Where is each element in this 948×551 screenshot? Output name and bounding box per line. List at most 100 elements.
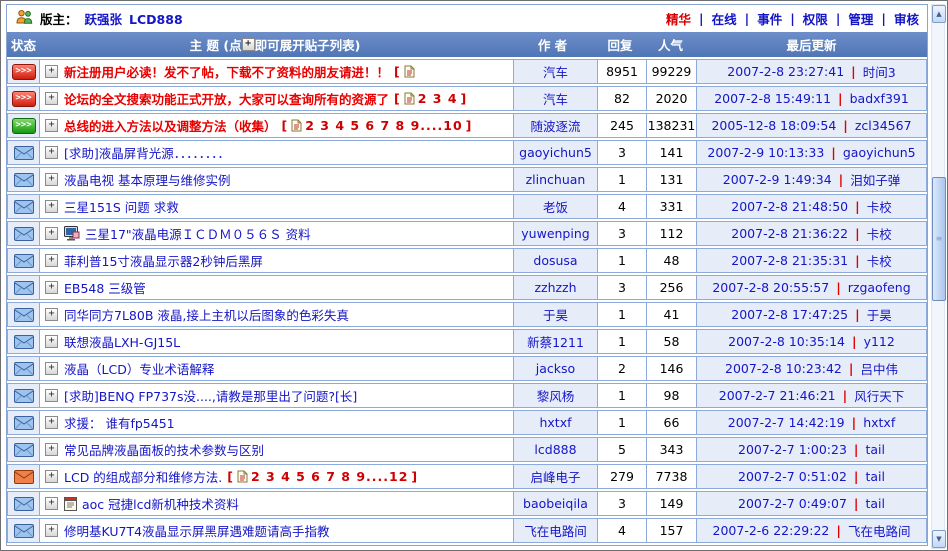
scroll-up-icon[interactable]: ▲ xyxy=(932,5,946,23)
last-updater-link[interactable]: 卡校 xyxy=(866,254,892,269)
last-update-cell: 2007-2-9 1:49:34 | 泪如子弹 xyxy=(696,167,927,192)
thread-title-link[interactable]: LCD 的组成部分和维修方法. xyxy=(64,470,223,485)
nav-link-6[interactable]: 审核 xyxy=(893,12,919,27)
table-row: >>> + 新注册用户必读！发不了帖，下载不了资料的朋友请进！！ [ 汽车 89… xyxy=(7,59,927,84)
nav-link-5[interactable]: 管理 xyxy=(848,12,874,27)
scroll-down-icon[interactable]: ▼ xyxy=(932,530,946,548)
thread-title-link[interactable]: 液晶（LCD）专业术语解释 xyxy=(64,362,215,377)
expand-toggle-icon[interactable]: + xyxy=(45,200,58,213)
author-link[interactable]: baobeiqila xyxy=(523,496,588,511)
thread-title-link[interactable]: [求助]液晶屏背光源．．．．．．．． xyxy=(64,146,231,161)
last-updater-link[interactable]: rzgaofeng xyxy=(847,280,911,295)
author-link[interactable]: hxtxf xyxy=(539,415,572,430)
author-link[interactable]: 启峰电子 xyxy=(530,470,581,485)
thread-title-link[interactable]: 同华同方7L80B 液晶,接上主机以后图象的色彩失真 xyxy=(64,308,349,323)
last-updater-link[interactable]: 泪如子弹 xyxy=(850,173,901,188)
author-link[interactable]: zzhzzh xyxy=(534,280,577,295)
thread-title-link[interactable]: 菲利普15寸液晶显示器2秒钟后黑屏 xyxy=(64,254,263,269)
last-updater-link[interactable]: tail xyxy=(865,442,885,457)
last-updater-link[interactable]: 吕中伟 xyxy=(860,362,898,377)
vertical-scrollbar[interactable]: ▲ ≡ ▼ xyxy=(931,4,946,549)
expand-toggle-icon[interactable]: + xyxy=(45,227,58,240)
thread-title-link[interactable]: 常见品牌液晶面板的技术参数与区别 xyxy=(64,443,265,458)
last-updater-link[interactable]: zcl34567 xyxy=(854,118,912,133)
view-count: 99229 xyxy=(646,59,697,84)
expand-toggle-icon[interactable]: + xyxy=(45,119,58,132)
expand-toggle-icon[interactable]: + xyxy=(45,497,58,510)
last-updater-link[interactable]: 飞在电路间 xyxy=(847,524,911,539)
last-updater-link[interactable]: 卡校 xyxy=(866,227,892,242)
author-link[interactable]: dosusa xyxy=(533,253,578,268)
attachment-icon xyxy=(64,226,80,241)
expand-toggle-icon[interactable]: + xyxy=(45,443,58,456)
nav-link-1[interactable]: 精华 xyxy=(666,12,692,27)
thread-title-link[interactable]: 新注册用户必读！发不了帖，下载不了资料的朋友请进！！ xyxy=(64,65,390,80)
author-link[interactable]: 飞在电路间 xyxy=(524,524,587,539)
author-link[interactable]: 于昊 xyxy=(542,308,568,323)
author-link[interactable]: 汽车 xyxy=(542,92,568,107)
status-cell xyxy=(7,329,40,354)
author-link[interactable]: 老饭 xyxy=(542,200,568,215)
view-count: 2020 xyxy=(646,86,697,111)
last-updater-link[interactable]: 于昊 xyxy=(866,308,892,323)
expand-toggle-icon[interactable]: + xyxy=(45,146,58,159)
author-link[interactable]: jackso xyxy=(535,361,576,376)
expand-toggle-icon[interactable]: + xyxy=(45,173,58,186)
author-link[interactable]: gaoyichun5 xyxy=(519,145,592,160)
expand-toggle-icon[interactable]: + xyxy=(45,470,58,483)
moderator-link[interactable]: LCD888 xyxy=(129,12,183,27)
thread-title-link[interactable]: EB548 三级管 xyxy=(64,281,146,296)
thread-title-link[interactable]: 求援： 谁有fp5451 xyxy=(64,416,175,431)
nav-link-3[interactable]: 事件 xyxy=(757,12,783,27)
reply-count: 1 xyxy=(597,248,647,273)
author-link[interactable]: 随波逐流 xyxy=(530,119,581,134)
last-updater-link[interactable]: 风行天下 xyxy=(854,389,905,404)
view-count: 41 xyxy=(646,302,697,327)
moderator-link[interactable]: 跃强张 xyxy=(84,12,123,27)
expand-hint-icon: + xyxy=(241,38,255,51)
subject-cell: + [求助]液晶屏背光源．．．．．．．． xyxy=(39,140,514,165)
thread-title-link[interactable]: 三星17"液晶电源ＩＣＤＭ０５６Ｓ 资料 xyxy=(85,227,311,242)
nav-link-4[interactable]: 权限 xyxy=(802,12,828,27)
pagination-links[interactable]: [ xyxy=(394,64,415,79)
author-link[interactable]: 新蔡1211 xyxy=(527,335,584,350)
thread-title-link[interactable]: 论坛的全文搜索功能正式开放，大家可以查询所有的资源了 xyxy=(64,92,390,107)
expand-toggle-icon[interactable]: + xyxy=(45,308,58,321)
nav-link-2[interactable]: 在线 xyxy=(711,12,737,27)
pagination-links[interactable]: [2 3 4 5 6 7 8 9....10] xyxy=(281,118,473,133)
thread-title-link[interactable]: 液晶电视 基本原理与维修实例 xyxy=(64,173,231,188)
author-link[interactable]: 汽车 xyxy=(542,65,568,80)
last-updater-link[interactable]: badxf391 xyxy=(849,91,909,106)
expand-toggle-icon[interactable]: + xyxy=(45,281,58,294)
expand-toggle-icon[interactable]: + xyxy=(45,254,58,267)
expand-toggle-icon[interactable]: + xyxy=(45,389,58,402)
thread-title-link[interactable]: [求助]BENQ FP737s没....,请教是那里出了问题?[长] xyxy=(64,389,358,404)
pagination-links[interactable]: [2 3 4 5 6 7 8 9....12] xyxy=(227,469,419,484)
expand-toggle-icon[interactable]: + xyxy=(45,362,58,375)
thread-title-link[interactable]: 修明基KU7T4液晶显示屏黑屏遇难题请高手指教 xyxy=(64,524,330,539)
author-link[interactable]: yuwenping xyxy=(521,226,590,241)
last-updater-link[interactable]: gaoyichun5 xyxy=(842,145,916,160)
table-row: + 菲利普15寸液晶显示器2秒钟后黑屏 dosusa 1 48 2007-2-8… xyxy=(7,248,927,273)
author-link[interactable]: zlinchuan xyxy=(525,172,586,187)
author-link[interactable]: 黎风杨 xyxy=(536,389,575,404)
author-link[interactable]: lcd888 xyxy=(534,442,577,457)
thread-title-link[interactable]: 三星151S 问题 求救 xyxy=(64,200,179,215)
last-updater-link[interactable]: tail xyxy=(865,496,885,511)
expand-toggle-icon[interactable]: + xyxy=(45,416,58,429)
thread-title-link[interactable]: aoc 冠捷lcd新机种技术资料 xyxy=(82,497,239,512)
last-updater-link[interactable]: 卡校 xyxy=(866,200,892,215)
expand-toggle-icon[interactable]: + xyxy=(45,524,58,537)
last-updater-link[interactable]: tail xyxy=(865,469,885,484)
expand-toggle-icon[interactable]: + xyxy=(45,65,58,78)
thread-title-link[interactable]: 总线的进入方法以及调整方法（收集） xyxy=(64,119,277,134)
scrollbar-thumb[interactable]: ≡ xyxy=(932,177,946,301)
last-updater-link[interactable]: 时间3 xyxy=(862,65,896,80)
thread-title-link[interactable]: 联想液晶LXH-GJ15L xyxy=(64,335,181,350)
pagination-links[interactable]: [2 3 4] xyxy=(394,91,468,106)
last-updater-link[interactable]: hxtxf xyxy=(863,415,896,430)
last-update-cell: 2007-2-7 21:46:21 | 风行天下 xyxy=(696,383,927,408)
expand-toggle-icon[interactable]: + xyxy=(45,92,58,105)
expand-toggle-icon[interactable]: + xyxy=(45,335,58,348)
last-updater-link[interactable]: y112 xyxy=(863,334,895,349)
